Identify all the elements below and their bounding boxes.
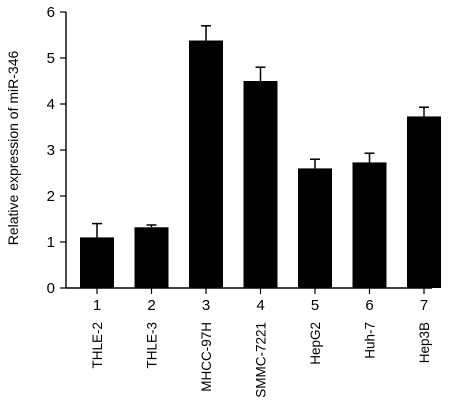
y-tick-label-0: 0 — [47, 280, 55, 297]
x-tick-label-1: 1 — [93, 297, 101, 314]
bar-6 — [352, 162, 387, 288]
category-name-1: THLE-2 — [90, 322, 105, 369]
error-bars-group — [92, 25, 429, 238]
bar-3 — [189, 40, 223, 288]
x-tick-label-3: 3 — [202, 297, 210, 314]
category-name-7: Hep3B — [417, 322, 432, 363]
bar-5 — [298, 168, 332, 288]
bar-7 — [407, 116, 441, 288]
y-tick-label-5: 5 — [47, 50, 55, 67]
x-tick-label-7: 7 — [420, 297, 428, 314]
bar-2 — [134, 227, 169, 288]
y-axis: 0 1 2 3 4 5 6 — [47, 4, 67, 297]
y-tick-label-4: 4 — [47, 96, 55, 113]
bars-group — [80, 40, 441, 288]
y-tick-label-6: 6 — [47, 4, 55, 21]
x-tick-label-5: 5 — [311, 297, 319, 314]
category-name-3: MHCC-97H — [199, 322, 214, 392]
y-axis-label: Relative expression of miR-346 — [5, 51, 21, 246]
x-tick-label-4: 4 — [256, 297, 264, 314]
x-tick-labels: 1 2 3 4 5 6 7 — [93, 297, 428, 314]
bar-4 — [243, 81, 278, 288]
x-tick-label-6: 6 — [365, 297, 373, 314]
y-tick-label-3: 3 — [47, 142, 55, 159]
y-tick-label-1: 1 — [47, 234, 55, 251]
category-name-5: HepG2 — [308, 322, 323, 365]
category-name-6: Huh-7 — [363, 322, 378, 359]
category-name-2: THLE-3 — [145, 322, 160, 369]
bar-1 — [80, 237, 114, 288]
x-tick-label-2: 2 — [147, 297, 155, 314]
category-labels: THLE-2 THLE-3 MHCC-97H SMMC-7221 HepG2 Huh-7 H… — [90, 322, 432, 398]
x-axis — [66, 287, 432, 294]
y-tick-label-2: 2 — [47, 188, 55, 205]
category-name-4: SMMC-7221 — [254, 322, 269, 398]
